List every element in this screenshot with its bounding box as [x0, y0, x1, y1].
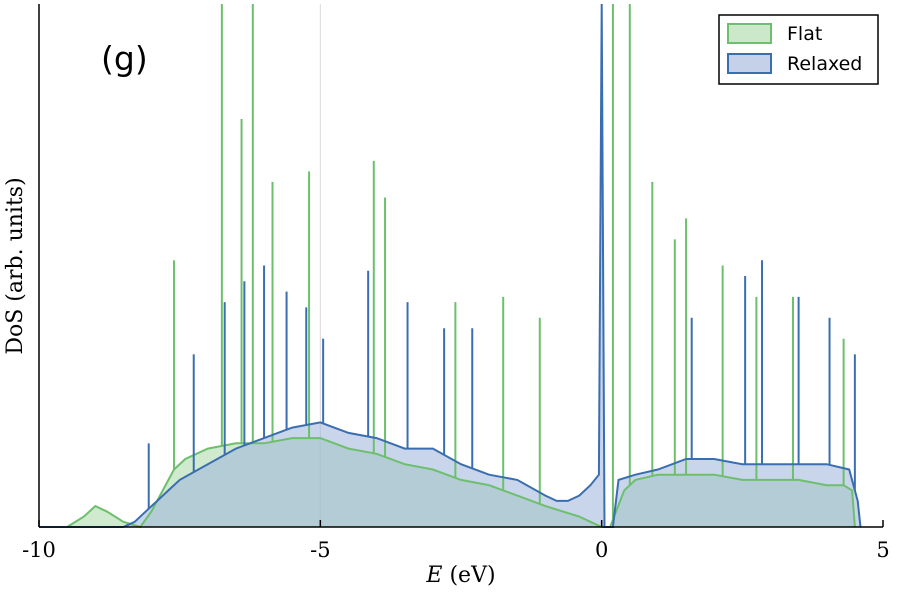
x-ticks: -10 -5 0 5 — [22, 520, 890, 562]
legend: Flat Relaxed — [718, 14, 879, 85]
legend-label-flat: Flat — [787, 23, 822, 45]
x-tick-label: -10 — [22, 538, 56, 562]
x-tick-label: 5 — [876, 538, 889, 562]
plot-area — [39, 3, 862, 529]
legend-swatch-relaxed — [727, 53, 772, 74]
series-line-flat — [39, 437, 856, 529]
y-axis-label: DoS (arb. units) — [3, 177, 28, 354]
panel-label: (g) — [101, 39, 148, 78]
series-fill-relaxed — [39, 4, 861, 527]
x-tick-label: 0 — [595, 538, 608, 562]
x-tick-label: -5 — [310, 538, 330, 562]
legend-swatch-flat — [727, 23, 772, 44]
x-axis-label: E (eV) — [425, 563, 495, 588]
legend-label-relaxed: Relaxed — [787, 53, 862, 75]
